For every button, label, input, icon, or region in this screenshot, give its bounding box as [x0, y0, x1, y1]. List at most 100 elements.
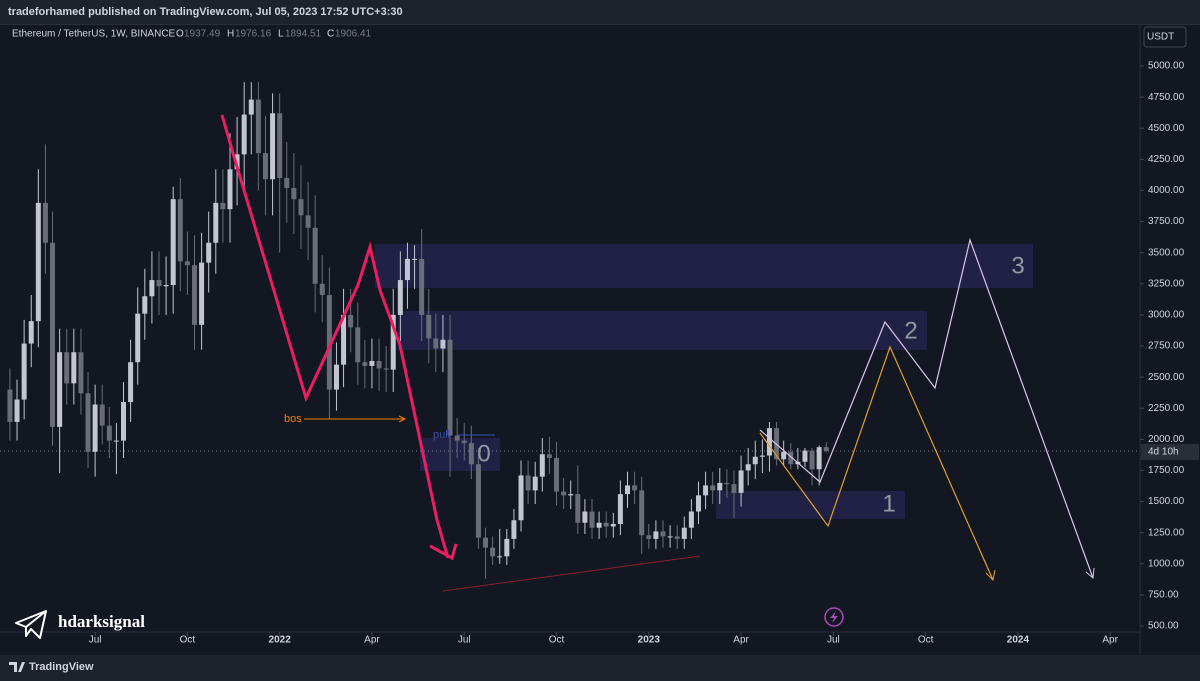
- candle-body: [412, 258, 418, 260]
- candle-body: [781, 451, 787, 460]
- candle-body: [397, 280, 403, 315]
- candle-body: [35, 202, 41, 322]
- ohlc-value: 1937.49: [184, 29, 221, 40]
- zigzag-arrow: [429, 543, 458, 561]
- ohlc-value: 1906.41: [335, 29, 372, 40]
- candle-body: [121, 402, 127, 441]
- candle-body: [92, 404, 98, 452]
- zone-2: [398, 311, 927, 350]
- candle-body: [440, 339, 446, 349]
- candle-body: [184, 261, 190, 266]
- x-tick-label: Oct: [549, 635, 565, 646]
- candle-body: [326, 294, 332, 390]
- x-tick-label: Oct: [918, 635, 934, 646]
- candle-body: [766, 428, 772, 456]
- projection-yellow-arrow: [985, 569, 996, 582]
- annotation: pull: [433, 429, 450, 441]
- y-tick-label: 500.00: [1148, 621, 1179, 632]
- y-tick-label: 2000.00: [1148, 434, 1185, 445]
- candle-body: [646, 535, 652, 539]
- y-tick-label: 3500.00: [1148, 247, 1185, 258]
- projection-yellow: [759, 345, 994, 581]
- publish-bar: [0, 0, 1200, 24]
- candle-body: [213, 202, 219, 243]
- candle-body: [348, 314, 354, 328]
- candle-body: [277, 113, 283, 179]
- candle-body: [667, 536, 673, 538]
- candle-body: [319, 283, 325, 295]
- candle-body: [639, 490, 645, 536]
- candle-body: [369, 360, 375, 366]
- candle-body: [28, 321, 34, 344]
- candle-body: [270, 113, 276, 180]
- candle-body: [752, 456, 758, 465]
- candle-body: [788, 451, 794, 465]
- x-tick-label: Oct: [180, 635, 196, 646]
- x-tick-label: Jul: [458, 635, 471, 646]
- candle-body: [255, 99, 261, 154]
- x-tick-label: 2022: [269, 635, 292, 646]
- candle-body: [50, 242, 56, 427]
- candle-body: [227, 169, 233, 210]
- y-tick-label: 1250.00: [1148, 527, 1185, 538]
- y-tick-label: 3250.00: [1148, 278, 1185, 289]
- candle-body: [660, 531, 666, 537]
- candle-body: [738, 470, 744, 493]
- candle-body: [703, 485, 709, 496]
- candle-body: [64, 352, 70, 384]
- candles: [7, 82, 829, 579]
- footer: TradingView: [29, 661, 94, 673]
- candle-body: [376, 360, 382, 369]
- candle-body: [191, 265, 197, 325]
- candle-body: [511, 520, 517, 539]
- candle-body: [483, 537, 489, 548]
- candle-body: [42, 202, 48, 243]
- countdown: 4d 10h: [1148, 447, 1179, 458]
- drawings: bos pull 0 1 2 3: [220, 114, 1095, 627]
- candle-body: [71, 352, 77, 384]
- candle-body: [653, 531, 659, 539]
- x-tick-label: Jul: [89, 635, 102, 646]
- footer-bar: [0, 655, 1200, 681]
- projection-white-arrow: [1085, 567, 1095, 580]
- candle-body: [497, 556, 503, 558]
- candle-body: [312, 227, 318, 284]
- candle-body: [85, 393, 91, 452]
- zones: [375, 244, 1033, 519]
- candle-body: [113, 440, 119, 442]
- y-tick-label: 750.00: [1148, 590, 1179, 601]
- trend-line: [442, 555, 701, 592]
- y-tick-label: 4750.00: [1148, 92, 1185, 103]
- y-tick-label: 4000.00: [1148, 185, 1185, 196]
- candle-body: [99, 404, 105, 426]
- x-tick-label: 2024: [1007, 635, 1030, 646]
- annotation: 1: [882, 490, 895, 517]
- candle-body: [206, 242, 212, 263]
- candle-body: [731, 484, 737, 493]
- candle-body: [582, 511, 588, 523]
- candle-body: [610, 523, 616, 527]
- y-tick-label: 1500.00: [1148, 496, 1185, 507]
- y-tick-label: 2750.00: [1148, 341, 1185, 352]
- candle-body: [454, 435, 460, 441]
- candle-body: [539, 454, 545, 477]
- candle-body: [355, 327, 361, 363]
- candle-body: [383, 368, 389, 370]
- symbol: Ethereum / TetherUS, 1W, BINANCE: [12, 29, 176, 40]
- x-tick-label: Jul: [827, 635, 840, 646]
- candle-body: [823, 447, 829, 452]
- candle-body: [142, 296, 148, 314]
- candle-body: [695, 495, 701, 512]
- candle-body: [135, 313, 141, 363]
- y-tick-label: 1000.00: [1148, 558, 1185, 569]
- watermark: hdarksignal: [58, 612, 145, 631]
- candle-body: [561, 491, 567, 496]
- candle-body: [57, 352, 63, 427]
- annotation: bos: [284, 413, 302, 425]
- countdown-box: [1141, 444, 1199, 460]
- candle-body: [433, 338, 439, 349]
- currency-button[interactable]: [1143, 26, 1187, 48]
- alert-icon[interactable]: [824, 607, 844, 627]
- candle-body: [603, 522, 609, 527]
